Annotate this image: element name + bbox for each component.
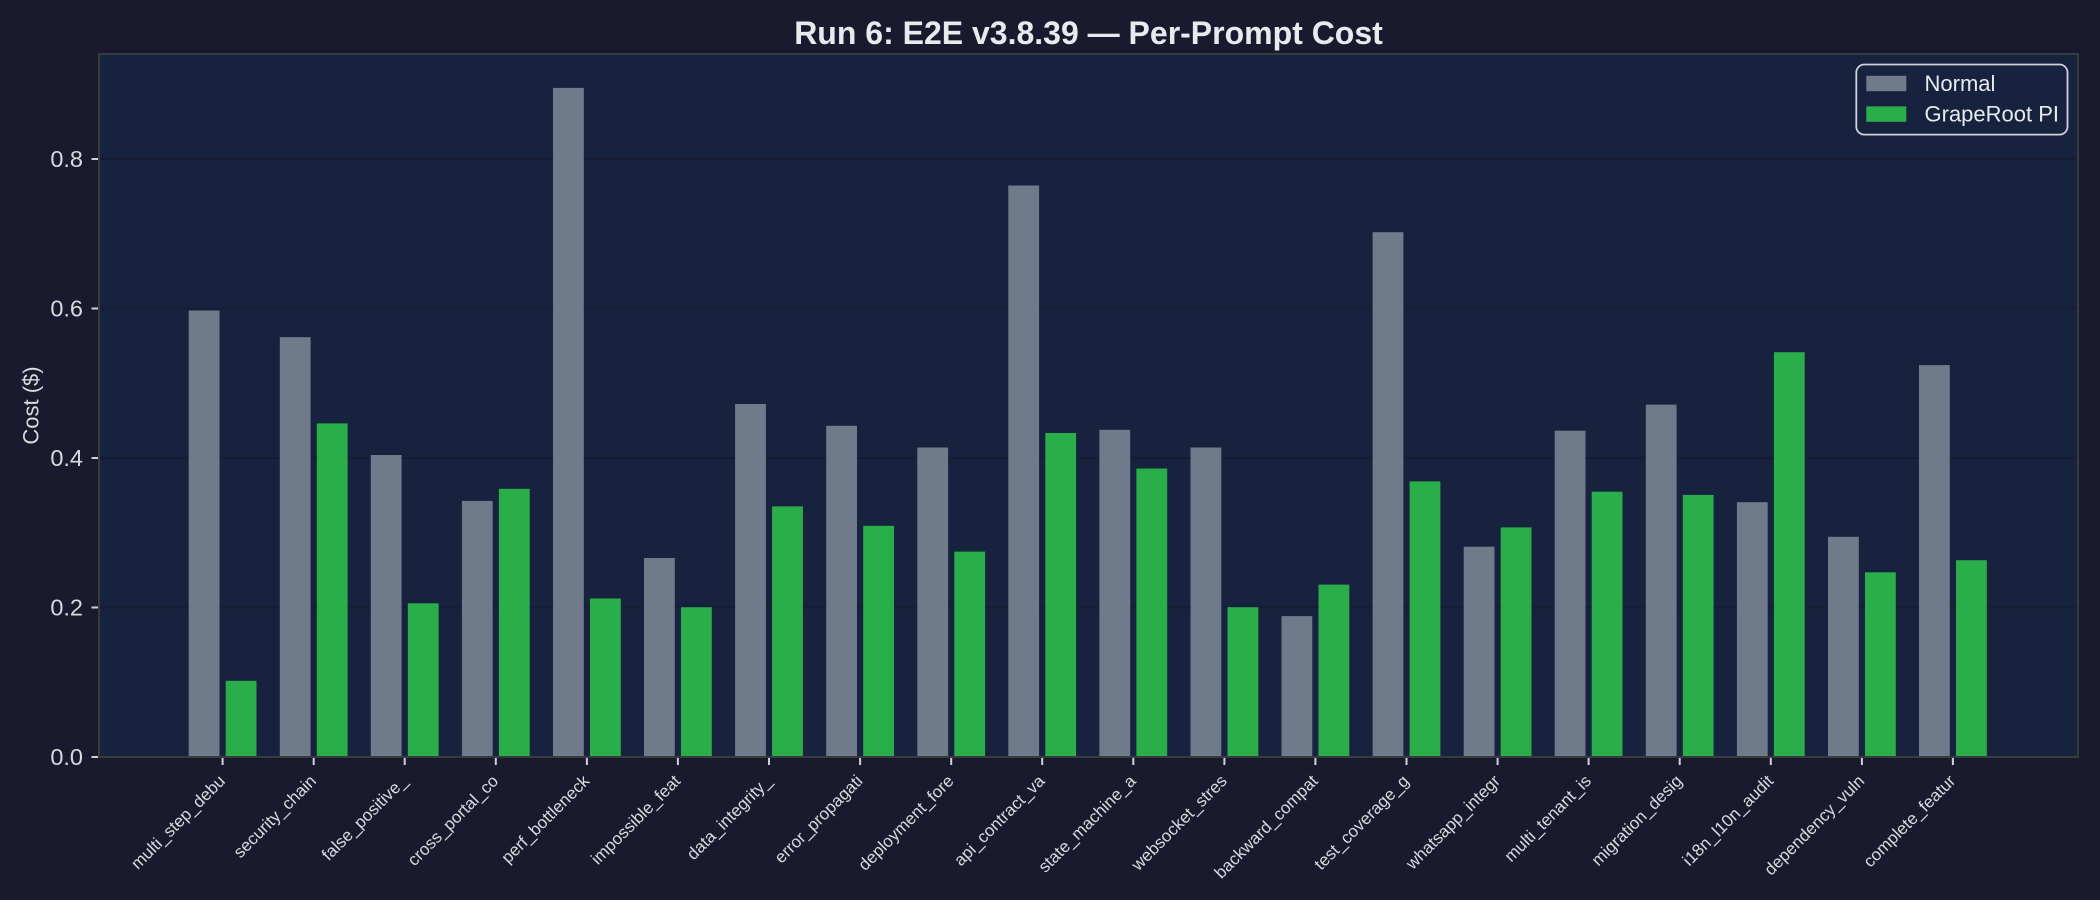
svg-text:Run 6: E2E v3.8.39 — Per-Promp: Run 6: E2E v3.8.39 — Per-Prompt Cost: [794, 15, 1383, 51]
svg-text:Cost ($): Cost ($): [19, 366, 44, 444]
svg-text:0.4: 0.4: [50, 445, 83, 471]
svg-text:0.8: 0.8: [50, 146, 83, 172]
svg-text:0.2: 0.2: [50, 595, 83, 621]
svg-text:0.0: 0.0: [50, 744, 83, 770]
svg-text:GrapeRoot PI: GrapeRoot PI: [1925, 102, 2060, 127]
svg-text:0.6: 0.6: [50, 296, 83, 322]
svg-text:Normal: Normal: [1925, 71, 1996, 96]
